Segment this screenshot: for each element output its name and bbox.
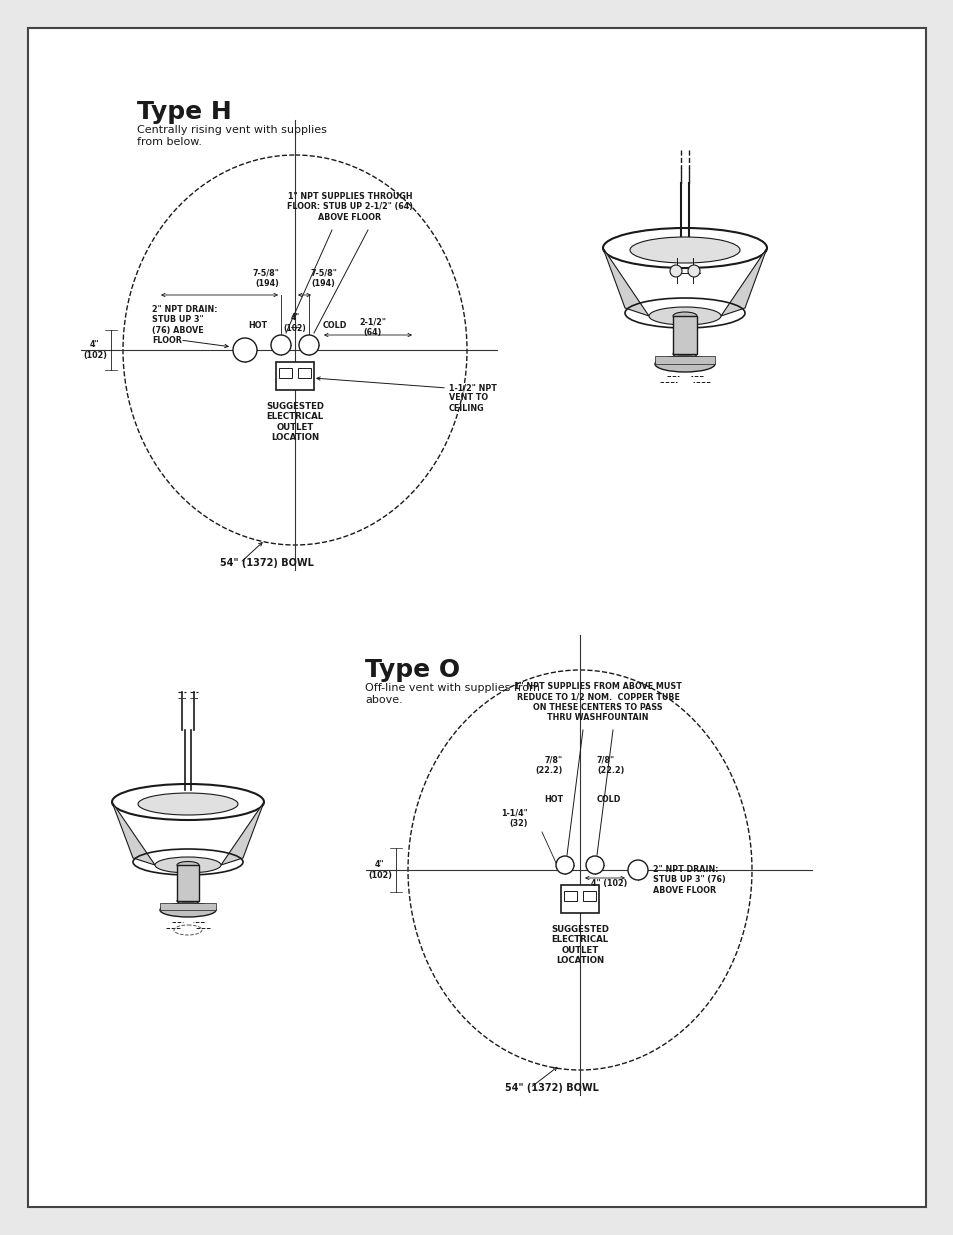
Text: 4"
(102): 4" (102)	[83, 341, 107, 359]
Text: HOT: HOT	[543, 795, 562, 804]
Circle shape	[669, 266, 681, 277]
Ellipse shape	[672, 312, 697, 320]
Bar	[560, 885, 598, 913]
Text: 7/8"
(22.2): 7/8" (22.2)	[535, 756, 562, 774]
Bar	[582, 890, 596, 902]
Polygon shape	[112, 802, 154, 864]
Bar	[275, 362, 314, 390]
Ellipse shape	[177, 862, 199, 868]
Bar	[160, 903, 215, 910]
Circle shape	[556, 856, 574, 874]
Polygon shape	[720, 248, 766, 316]
Circle shape	[233, 338, 256, 362]
Text: 2" NPT DRAIN:
STUB UP 3" (76)
ABOVE FLOOR: 2" NPT DRAIN: STUB UP 3" (76) ABOVE FLOO…	[652, 864, 725, 895]
Polygon shape	[602, 248, 648, 316]
Text: 7/8"
(22.2): 7/8" (22.2)	[597, 756, 623, 774]
Text: Off-line vent with supplies from
above.: Off-line vent with supplies from above.	[365, 683, 539, 705]
Circle shape	[271, 335, 291, 354]
Text: COLD: COLD	[323, 321, 347, 330]
Polygon shape	[221, 802, 264, 864]
Ellipse shape	[655, 356, 714, 372]
Text: Centrally rising vent with supplies
from below.: Centrally rising vent with supplies from…	[137, 125, 327, 147]
Text: SUGGESTED
ELECTRICAL
OUTLET
LOCATION: SUGGESTED ELECTRICAL OUTLET LOCATION	[551, 925, 608, 965]
Text: 2" NPT DRAIN:
STUB UP 3"
(76) ABOVE
FLOOR: 2" NPT DRAIN: STUB UP 3" (76) ABOVE FLOO…	[152, 305, 217, 345]
Ellipse shape	[138, 793, 237, 815]
Text: COLD: COLD	[597, 795, 620, 804]
Bar	[297, 368, 311, 378]
Ellipse shape	[160, 903, 215, 918]
Bar	[177, 864, 199, 902]
Text: 1" NPT SUPPLIES THROUGH
FLOOR: STUB UP 2-1/2" (64)
ABOVE FLOOR: 1" NPT SUPPLIES THROUGH FLOOR: STUB UP 2…	[287, 191, 413, 222]
Text: 2-1/2"
(64): 2-1/2" (64)	[359, 317, 386, 337]
Text: HOT: HOT	[248, 321, 267, 330]
Text: 54" (1372) BOWL: 54" (1372) BOWL	[220, 558, 314, 568]
Circle shape	[627, 860, 647, 881]
Circle shape	[687, 266, 700, 277]
Ellipse shape	[154, 857, 221, 873]
Text: 4" (102): 4" (102)	[590, 879, 626, 888]
Text: Type O: Type O	[365, 658, 459, 682]
Ellipse shape	[672, 350, 697, 358]
Text: 4"
(102): 4" (102)	[283, 314, 306, 332]
Text: 1" NPT SUPPLIES FROM ABOVE MUST
REDUCE TO 1/2 NOM.  COPPER TUBE
ON THESE CENTERS: 1" NPT SUPPLIES FROM ABOVE MUST REDUCE T…	[514, 682, 681, 722]
Bar	[278, 368, 292, 378]
Circle shape	[298, 335, 318, 354]
Text: 1-1/2" NPT
VENT TO
CEILING: 1-1/2" NPT VENT TO CEILING	[449, 383, 497, 412]
Text: 54" (1372) BOWL: 54" (1372) BOWL	[504, 1083, 598, 1093]
Ellipse shape	[629, 237, 740, 263]
Bar	[672, 316, 697, 354]
Circle shape	[585, 856, 603, 874]
Text: 4"
(102): 4" (102)	[368, 861, 392, 879]
Text: 1-1/4"
(32): 1-1/4" (32)	[500, 808, 527, 827]
Text: SUGGESTED
ELECTRICAL
OUTLET
LOCATION: SUGGESTED ELECTRICAL OUTLET LOCATION	[266, 401, 324, 442]
Text: 7-5/8"
(194): 7-5/8" (194)	[252, 268, 278, 288]
Ellipse shape	[648, 308, 720, 325]
Text: 7-5/8"
(194): 7-5/8" (194)	[311, 268, 337, 288]
Bar	[563, 890, 577, 902]
Ellipse shape	[177, 898, 199, 904]
Bar	[655, 356, 714, 364]
Text: Type H: Type H	[137, 100, 232, 124]
